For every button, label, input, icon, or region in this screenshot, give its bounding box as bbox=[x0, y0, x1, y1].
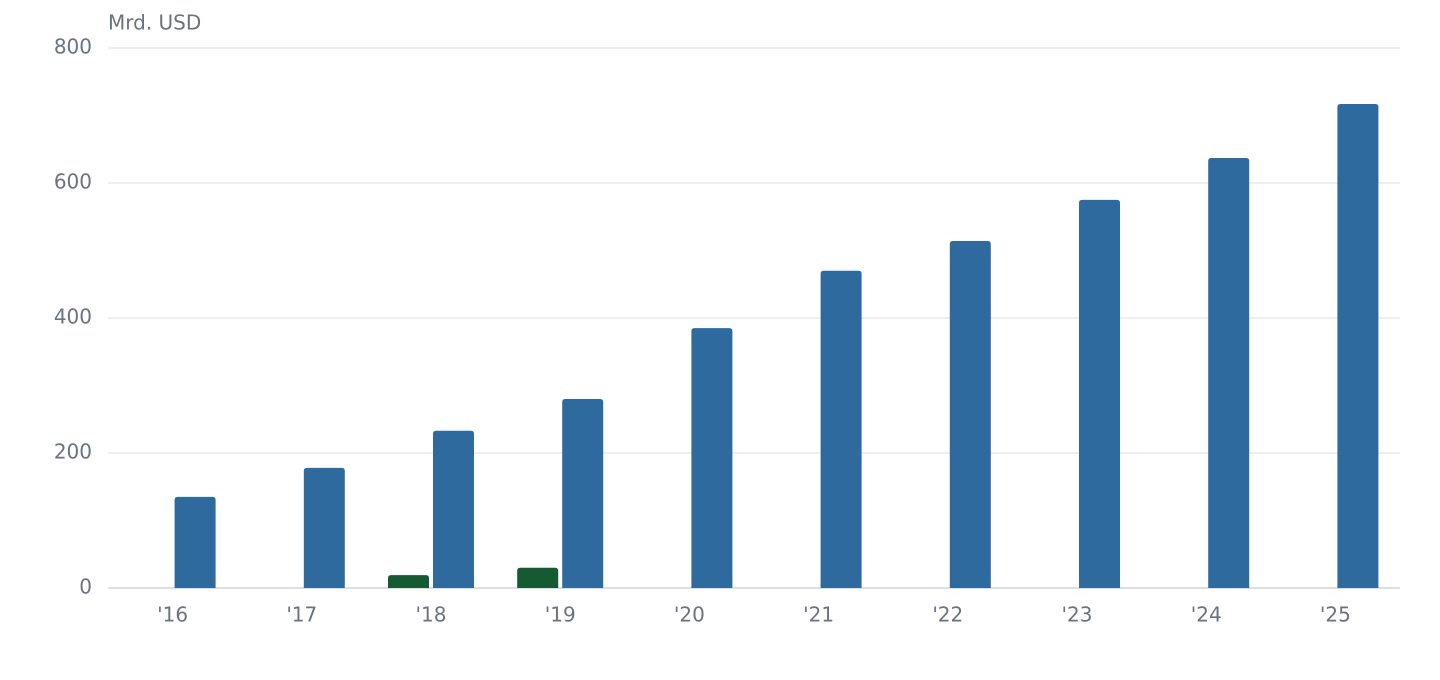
y-tick-label: 400 bbox=[54, 305, 92, 329]
x-tick-label: '19 bbox=[545, 603, 576, 627]
bar bbox=[1337, 104, 1379, 589]
y-tick-label: 800 bbox=[54, 35, 92, 59]
x-tick-label: '21 bbox=[803, 603, 834, 627]
y-tick-label: 200 bbox=[54, 440, 92, 464]
bar bbox=[517, 567, 559, 588]
bar bbox=[174, 496, 216, 588]
bar bbox=[562, 399, 604, 588]
x-tick-label: '17 bbox=[286, 603, 317, 627]
x-tick-label: '23 bbox=[1062, 603, 1093, 627]
bar bbox=[691, 328, 733, 588]
y-tick-label: 600 bbox=[54, 170, 92, 194]
x-tick-label: '24 bbox=[1191, 603, 1222, 627]
bar bbox=[433, 430, 474, 588]
x-tick-label: '20 bbox=[674, 603, 705, 627]
x-tick-label: '18 bbox=[416, 603, 447, 627]
x-tick-label: '25 bbox=[1320, 603, 1351, 627]
x-tick-label: '22 bbox=[932, 603, 963, 627]
bar bbox=[949, 241, 991, 589]
bar bbox=[303, 467, 345, 588]
bar bbox=[1079, 199, 1120, 588]
bar bbox=[1208, 158, 1250, 588]
y-axis-label: Mrd. USD bbox=[108, 11, 201, 35]
y-tick-label: 0 bbox=[79, 575, 92, 599]
bar bbox=[388, 575, 429, 588]
bar bbox=[820, 270, 862, 588]
x-tick-label: '16 bbox=[157, 603, 188, 627]
